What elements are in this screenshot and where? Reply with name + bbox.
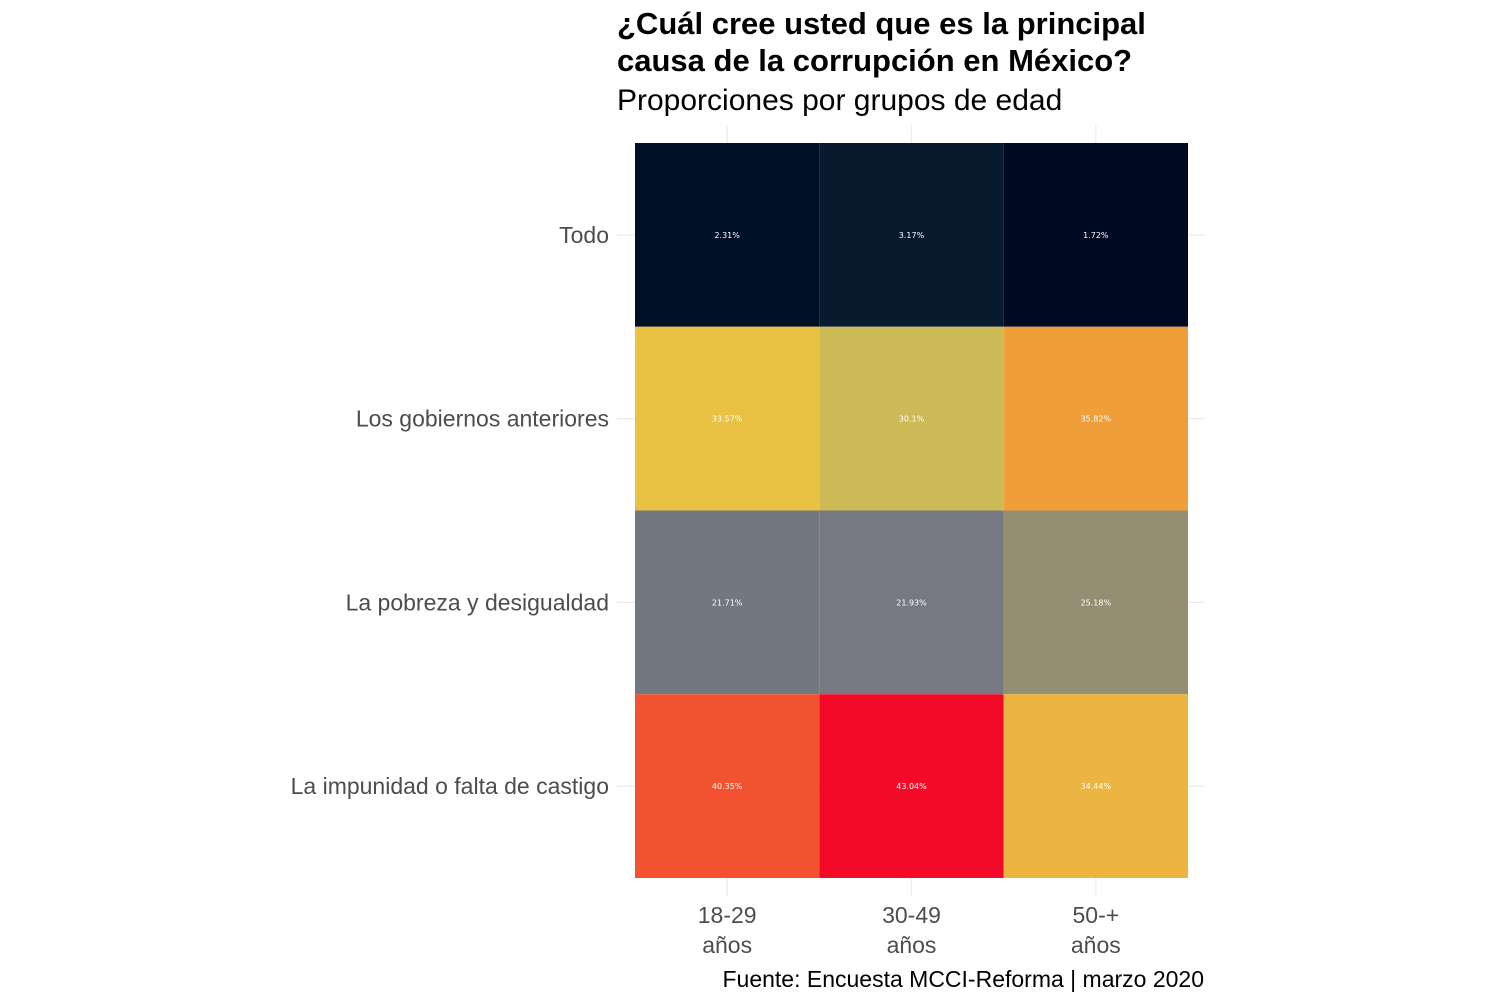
heatmap-cell	[635, 510, 820, 695]
cell-value-label: 30.1%	[899, 415, 925, 424]
heatmap-cell	[635, 143, 820, 327]
cell-value-label: 25.18%	[1081, 598, 1112, 607]
cell-value-label: 40.35%	[712, 782, 743, 791]
cell-value-label: 21.93%	[896, 598, 927, 607]
cell-value-label: 2.31%	[714, 231, 740, 240]
heatmap-cell	[819, 143, 1004, 327]
x-axis-ticks: 18-29 años 30-49 años 50-+ años	[698, 902, 1121, 958]
cell-value-label: 21.71%	[712, 598, 743, 607]
chart-subtitle: Proporciones por grupos de edad	[617, 84, 1062, 117]
heatmap-cell	[1003, 326, 1188, 511]
x-tick-label: 50-+ años	[1071, 902, 1121, 958]
y-tick-label: Los gobiernos anteriores	[356, 406, 609, 432]
y-axis-ticks: Todo Los gobiernos anteriores La pobreza y…	[291, 222, 609, 799]
cell-value-label: 43.04%	[896, 782, 927, 791]
heatmap-cells: 2.31% 3.17% 1.72% 33.57% 30.1% 35.82% 21.71% 21…	[635, 143, 1188, 878]
cell-value-label: 3.17%	[899, 231, 925, 240]
heatmap-cell	[1003, 694, 1188, 878]
chart-title-line-2: causa de la corrupción en México?	[617, 43, 1132, 78]
y-tick-label: La pobreza y desigualdad	[346, 589, 609, 615]
chart-caption: Fuente: Encuesta MCCI-Reforma | marzo 20…	[722, 966, 1204, 992]
cell-value-label: 1.72%	[1083, 231, 1109, 240]
heatmap-cell	[819, 510, 1004, 695]
x-tick-label: 18-29 años	[698, 902, 757, 958]
chart-title-line-1: ¿Cuál cree usted que es la principal	[617, 6, 1146, 41]
cell-value-label: 35.82%	[1081, 415, 1112, 424]
heatmap-cell	[1003, 510, 1188, 695]
cell-value-label: 34.44%	[1081, 782, 1112, 791]
heatmap-cell	[635, 694, 820, 878]
y-tick-label: La impunidad o falta de castigo	[291, 773, 609, 799]
heatmap-cell	[635, 326, 820, 511]
heatmap-cell	[819, 694, 1004, 878]
heatmap-cell	[819, 326, 1004, 511]
heatmap-cell	[1003, 143, 1188, 327]
x-tick-label: 30-49 años	[882, 902, 941, 958]
y-tick-label: Todo	[559, 222, 609, 248]
cell-value-label: 33.57%	[712, 415, 743, 424]
